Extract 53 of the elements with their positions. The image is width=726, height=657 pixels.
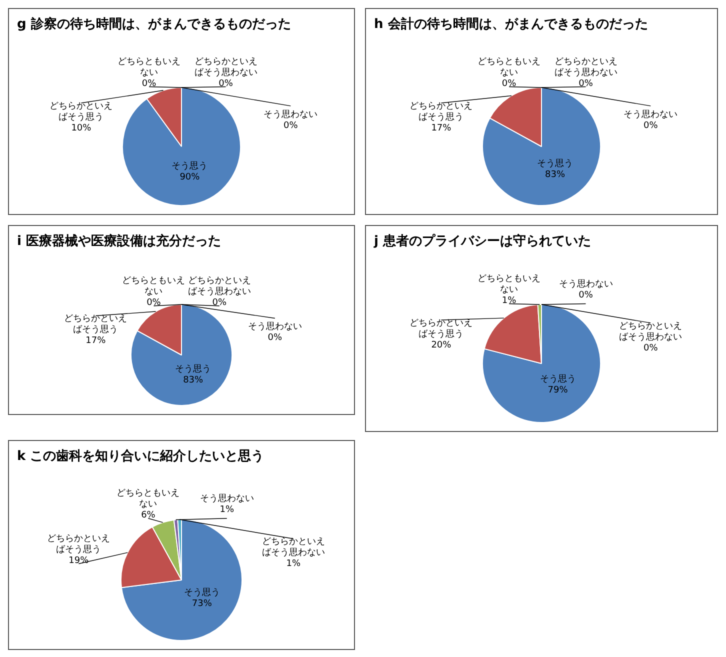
category-label: どちらかといえばそう思わない xyxy=(554,57,618,78)
category-label: そう思わない xyxy=(558,280,613,290)
slice-label: どちらかといえばそう思う xyxy=(47,534,110,556)
data-label: 19% xyxy=(68,556,90,566)
data-label: 17% xyxy=(86,336,106,346)
category-label: どちらかといえばそう思わない xyxy=(619,321,682,342)
text: 0% xyxy=(146,298,161,308)
chart-title: j 患者のプライバシーは守られていた xyxy=(374,232,591,250)
data-label: 10% xyxy=(71,123,92,134)
text: 0% xyxy=(218,79,233,90)
data-label: 20% xyxy=(431,340,452,350)
category-label: どちらともいえない xyxy=(122,276,186,298)
category-label: どちらかといえばそう思わない xyxy=(194,57,258,78)
text: 0% xyxy=(212,298,227,308)
data-label: 1% xyxy=(502,296,517,306)
category-label: そう思わない xyxy=(264,110,318,120)
chart-title: h 会計の待ち時間は、がまんできるものだった xyxy=(374,16,648,33)
text: 0% xyxy=(578,79,593,90)
data-label: 90% xyxy=(180,172,200,183)
category-label: そう思わない xyxy=(248,322,302,332)
slice-label: そう思う xyxy=(184,586,220,598)
text: 0% xyxy=(142,79,156,90)
slice-label: どちらかといえばそう思わない xyxy=(262,537,325,558)
data-label: 83% xyxy=(545,170,566,180)
category-label: どちらともいえない xyxy=(118,57,181,78)
data-label: 17% xyxy=(431,123,452,134)
category-label: どちらともいえない xyxy=(478,57,541,78)
data-label: 73% xyxy=(192,598,212,609)
data-label: 83% xyxy=(183,375,204,386)
text: 0% xyxy=(644,120,658,131)
slice-label: そう思う xyxy=(537,158,574,170)
category-label: どちらかといえばそう思わない xyxy=(188,276,251,298)
chart-title: i 医療器械や医療設備は充分だった xyxy=(17,232,221,250)
slice-label: どちらともいえない xyxy=(116,488,180,510)
text: 0% xyxy=(578,290,593,301)
data-label: 79% xyxy=(548,385,568,396)
slice-label: どちらともいえない xyxy=(478,274,541,296)
category-label: そう思わない xyxy=(624,110,678,120)
slice-label: そう思わない xyxy=(200,493,254,504)
chart-title: g 診察の待ち時間は、がまんできるものだった xyxy=(17,16,291,33)
slice-label: そう思う xyxy=(175,363,212,374)
data-label: 1% xyxy=(286,559,302,570)
text: 0% xyxy=(284,120,298,131)
slice-label: どちらかといえばそう思う xyxy=(410,101,473,122)
text: 0% xyxy=(502,79,516,90)
data-label: 1% xyxy=(220,505,234,516)
chart-title: k この歯科を知り合いに紹介したいと思う xyxy=(17,448,264,465)
data-label: 6% xyxy=(141,510,156,521)
slice-label: そう思う xyxy=(540,373,576,384)
text: 0% xyxy=(268,333,282,344)
text: 0% xyxy=(644,343,658,354)
slice-label: どちらかといえばそう思う xyxy=(50,101,113,122)
slice-label: そう思う xyxy=(172,160,208,172)
